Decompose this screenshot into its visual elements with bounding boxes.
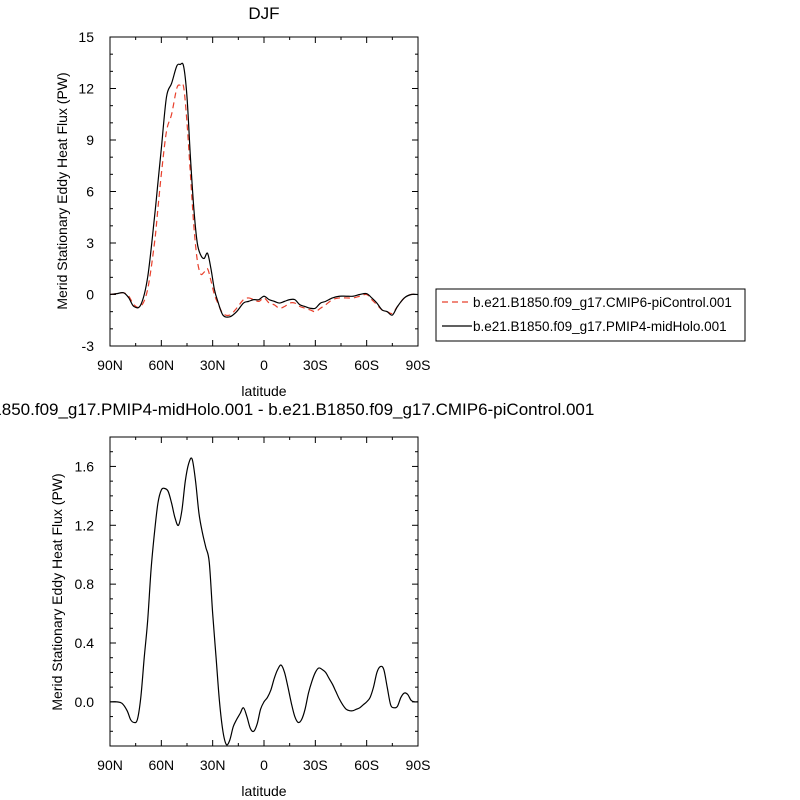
bottom-chart-y-tick-label: 0.8 (75, 576, 95, 592)
top-chart-x-tick-label: 90N (97, 357, 123, 373)
bottom-chart-x-tick-label: 30S (303, 757, 328, 773)
bottom-chart-frame (109, 436, 419, 747)
top-chart-x-tick-label: 60N (148, 357, 174, 373)
bottom-chart-y-tick-label: 1.2 (75, 517, 95, 533)
legend: b.e21.B1850.f09_g17.CMIP6-piControl.001b… (435, 288, 746, 342)
bottom-chart-y-tick-label: 1.6 (75, 458, 95, 474)
top-chart-x-tick-label: 90S (406, 357, 431, 373)
legend-label-1: b.e21.B1850.f09_g17.PMIP4-midHolo.001 (473, 319, 727, 334)
bottom-chart-x-tick-label: 90S (406, 757, 431, 773)
top-chart-y-tick-label: 9 (86, 132, 94, 148)
top-chart-y-tick-label: -3 (82, 338, 95, 354)
top-chart-ticks: 90N 60N 30N 0 30S 60S 90S -3 0 3 6 9 12 15 (78, 29, 430, 373)
bottom-chart-x-tick-label: 0 (260, 757, 268, 773)
top-chart-x-tick-label: 0 (260, 357, 268, 373)
top-chart-ylabel: Merid Stationary Eddy Heat Flux (PW) (54, 72, 70, 309)
top-chart-series-line-0 (109, 82, 419, 317)
top-chart-xlabel: latitude (241, 383, 286, 399)
bottom-chart-x-tick-label: 60S (354, 757, 379, 773)
legend-items: b.e21.B1850.f09_g17.CMIP6-piControl.001b… (442, 295, 732, 334)
bottom-chart-x-tick-label: 90N (97, 757, 123, 773)
bottom-chart-x-tick-label: 30N (200, 757, 226, 773)
legend-label-0: b.e21.B1850.f09_g17.CMIP6-piControl.001 (473, 295, 732, 310)
top-chart-series-line-1 (109, 62, 419, 318)
bottom-chart-ylabel: Merid Stationary Eddy Heat Flux (PW) (49, 473, 65, 710)
top-chart-y-tick-label: 12 (78, 81, 94, 97)
bottom-chart: b.e21.B1850.f09_g17.PMIP4-midHolo.001 - … (0, 400, 594, 799)
bottom-chart-x-tick-label: 60N (148, 757, 174, 773)
bottom-chart-xlabel: latitude (241, 783, 286, 799)
bottom-chart-ticks: 90N 60N 30N 0 30S 60S 90S 0.0 0.4 0.8 1.2 1.6 (75, 437, 431, 773)
top-chart-x-tick-label: 30S (303, 357, 328, 373)
top-chart-y-tick-label: 15 (78, 29, 94, 45)
top-chart: DJF 90N 60N 30N 0 30S 60S 90S -3 0 3 6 9 12 15 latitu… (54, 4, 430, 399)
bottom-chart-y-tick-label: 0.4 (75, 635, 95, 651)
bottom-chart-title: b.e21.B1850.f09_g17.PMIP4-midHolo.001 - … (0, 400, 594, 419)
top-chart-y-tick-label: 3 (86, 235, 94, 251)
bottom-chart-series (109, 457, 419, 746)
top-chart-x-tick-label: 30N (200, 357, 226, 373)
legend-box (435, 288, 746, 342)
top-chart-title: DJF (248, 4, 279, 23)
top-chart-y-tick-label: 0 (86, 287, 94, 303)
top-chart-series (109, 62, 419, 318)
top-chart-x-tick-label: 60S (354, 357, 379, 373)
top-chart-y-tick-label: 6 (86, 184, 94, 200)
bottom-chart-y-tick-label: 0.0 (75, 694, 95, 710)
top-chart-frame (109, 36, 419, 347)
bottom-chart-series-line-0 (109, 457, 419, 746)
